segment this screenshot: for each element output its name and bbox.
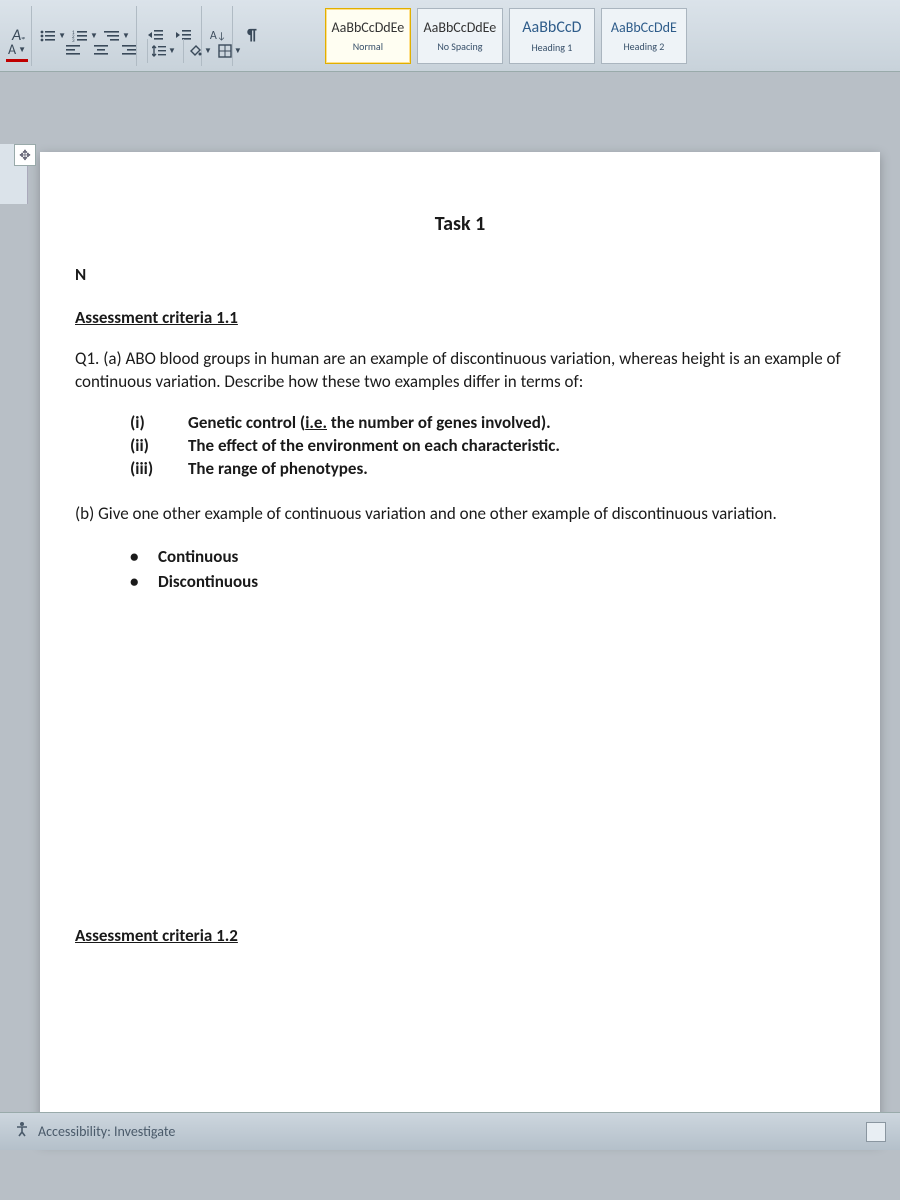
sub-text: Genetic control (i.e. the number of gene… [188,412,551,435]
document-page[interactable]: ✥ Task 1 N Assessment criteria 1.1 Q1. (… [40,152,880,1142]
align-right-icon [122,45,136,57]
chevron-down-icon: ▼ [204,46,212,56]
style-sample: AaBbCcDdE [611,19,677,36]
ribbon-toolbar: Aᵩ ▼ 123 ▼ ▼ A↓ ¶ [0,0,900,72]
focus-mode-button[interactable] [866,1122,886,1142]
bullet-discontinuous: • Discontinuous [130,569,845,595]
bullet-list: • Continuous • Discontinuous [75,544,845,595]
sub-text-post: the number of genes involved). [327,412,551,433]
style-heading2[interactable]: AaBbCcDdE Heading 2 [601,8,687,64]
borders-icon [218,44,232,58]
assessment-criteria-1-2: Assessment criteria 1.2 [75,925,845,946]
style-normal[interactable]: AaBbCcDdEe Normal [325,8,411,64]
chevron-down-icon: ▼ [168,46,176,56]
align-right-button[interactable] [116,38,142,64]
chevron-down-icon: ▼ [18,45,26,55]
style-sample: AaBbCcD [522,18,581,37]
chevron-down-icon: ▼ [234,46,242,56]
style-no-spacing[interactable]: AaBbCcDdEe No Spacing [417,8,503,64]
sub-num: (i) [130,412,158,435]
font-color-glyph: A [8,41,16,58]
pilcrow-icon: ¶ [247,26,257,45]
style-label: Heading 2 [623,40,664,53]
sub-num: (ii) [130,435,158,458]
status-text[interactable]: Accessibility: Investigate [38,1123,175,1140]
style-sample: AaBbCcDdEe [424,19,497,36]
align-center-icon [94,45,108,57]
bullet-label: Continuous [158,544,238,570]
borders-button[interactable]: ▼ [216,38,244,64]
shading-button[interactable]: ▼ [186,38,214,64]
sub-text: The range of phenotypes. [188,458,368,481]
paint-bucket-icon [188,44,202,58]
font-color-button[interactable]: A ▼ [6,40,28,62]
style-heading1[interactable]: AaBbCcD Heading 1 [509,8,595,64]
document-area: ✥ Task 1 N Assessment criteria 1.1 Q1. (… [0,72,900,1150]
align-left-icon [66,45,80,57]
sub-item-iii: (iii) The range of phenotypes. [130,458,845,481]
line-spacing-icon [152,44,166,58]
sub-item-i: (i) Genetic control (i.e. the number of … [130,412,845,435]
q1a-text: Q1. (a) ABO blood groups in human are an… [75,348,845,394]
accessibility-icon [14,1121,30,1142]
ribbon-row2: A ▼ ▼ ▼ ▼ [0,38,244,64]
line-spacing-button[interactable]: ▼ [150,38,178,64]
sub-text: The effect of the environment on each ch… [188,435,560,458]
bullet-label: Discontinuous [158,569,258,595]
sub-num: (iii) [130,458,158,481]
bullet-dot-icon: • [130,569,140,595]
style-sample: AaBbCcDdEe [332,19,405,36]
move-handle-icon[interactable]: ✥ [14,144,36,166]
status-bar: Accessibility: Investigate [0,1112,900,1150]
bullet-continuous: • Continuous [130,544,845,570]
sub-item-ii: (ii) The effect of the environment on ea… [130,435,845,458]
q1b-text: (b) Give one other example of continuous… [75,503,845,526]
q1b-inner: (b) Give one other example of continuous… [75,503,777,524]
doc-title: Task 1 [75,212,845,236]
align-center-button[interactable] [88,38,114,64]
align-left-button[interactable] [60,38,86,64]
style-label: Heading 1 [531,41,572,54]
doc-letter-n: N [75,264,845,285]
sub-text-ie: i.e. [305,412,327,433]
bullet-dot-icon: • [130,544,140,570]
assessment-criteria-1-1: Assessment criteria 1.1 [75,307,845,328]
style-label: No Spacing [437,40,482,53]
sub-text-pre: Genetic control ( [188,412,305,433]
sub-list: (i) Genetic control (i.e. the number of … [75,412,845,481]
style-label: Normal [353,40,383,53]
